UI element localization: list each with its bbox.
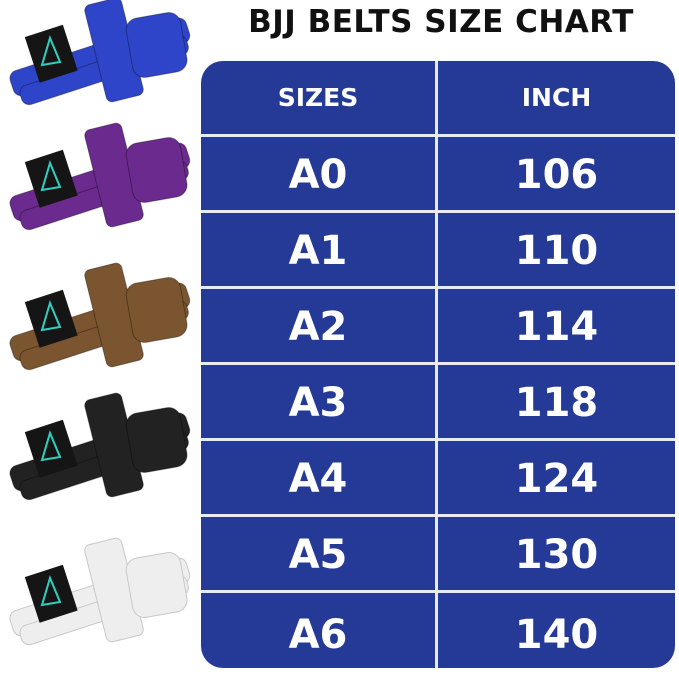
table-row: A6 140 (201, 590, 675, 668)
brown-belt-image (9, 262, 191, 371)
table-row: A2 114 (201, 286, 675, 365)
size-cell: A4 (201, 441, 438, 517)
header-inch: INCH (521, 83, 592, 112)
size-cell: A2 (201, 289, 438, 365)
belt-images (9, 0, 191, 646)
blue-belt-image (9, 0, 191, 106)
table-header-row: SIZES INCH (201, 61, 675, 134)
table-row: A1 110 (201, 210, 675, 289)
inch-cell: 130 (514, 532, 599, 578)
inch-cell: 110 (514, 228, 599, 274)
inch-cell: 118 (514, 380, 599, 426)
table-row: A4 124 (201, 438, 675, 517)
black-belt-image (9, 392, 191, 501)
table-row: A0 106 (201, 134, 675, 213)
size-cell: A6 (201, 593, 438, 668)
inch-cell: 140 (514, 611, 599, 658)
size-cell: A5 (201, 517, 438, 593)
inch-cell: 114 (514, 304, 599, 350)
white-belt-image (9, 537, 191, 646)
size-cell: A1 (201, 213, 438, 289)
table-row: A5 130 (201, 514, 675, 593)
size-cell: A0 (201, 137, 438, 213)
inch-cell: 106 (514, 152, 599, 198)
purple-belt-image (9, 122, 191, 231)
chart-title: BJJ BELTS SIZE CHART (248, 4, 634, 40)
size-table: SIZES INCH A0 106 A1 110 A2 114 A3 118 A4 124 A5 13… (201, 61, 675, 668)
header-sizes: SIZES (201, 61, 438, 134)
size-cell: A3 (201, 365, 438, 441)
inch-cell: 124 (514, 456, 599, 502)
table-row: A3 118 (201, 362, 675, 441)
